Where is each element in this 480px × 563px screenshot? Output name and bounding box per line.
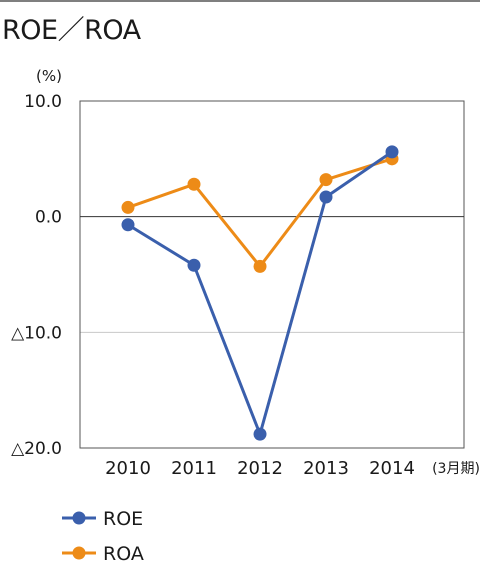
y-tick-labels: 10.0 0.0 △10.0 △20.0 bbox=[11, 92, 62, 459]
plot-frame bbox=[79, 100, 465, 449]
page-title: ROE／ROA bbox=[2, 15, 141, 46]
legend-marker bbox=[72, 511, 86, 525]
data-point-roe bbox=[253, 427, 267, 441]
series-roa bbox=[121, 152, 399, 273]
data-point-roe bbox=[187, 258, 201, 272]
legend-marker bbox=[72, 546, 86, 560]
y-tick-label: △10.0 bbox=[11, 323, 62, 343]
legend: ROE ROA bbox=[62, 508, 144, 563]
data-point-roa bbox=[187, 177, 201, 191]
data-point-roa bbox=[121, 200, 135, 214]
data-point-roe bbox=[121, 218, 135, 232]
data-point-roe bbox=[319, 190, 333, 204]
x-tick-label: 2011 bbox=[171, 458, 217, 479]
x-tick-label: 2013 bbox=[303, 458, 349, 479]
series-lines bbox=[121, 145, 399, 441]
y-tick-label: 10.0 bbox=[24, 92, 62, 112]
series-roe bbox=[121, 145, 399, 441]
x-axis-label: (3月期) bbox=[432, 461, 480, 477]
legend-label: ROA bbox=[103, 543, 144, 563]
legend-item-roa: ROA bbox=[62, 543, 144, 563]
legend-label: ROE bbox=[103, 508, 143, 530]
x-tick-label: 2014 bbox=[369, 458, 415, 479]
data-point-roa bbox=[253, 259, 267, 273]
x-tick-label: 2012 bbox=[237, 458, 283, 479]
y-tick-label: 0.0 bbox=[35, 208, 62, 228]
data-point-roa bbox=[319, 173, 333, 187]
x-tick-label: 2010 bbox=[105, 458, 151, 479]
y-tick-label: △20.0 bbox=[11, 439, 62, 459]
grid-lines bbox=[79, 100, 465, 449]
legend-item-roe: ROE bbox=[62, 508, 143, 530]
y-unit-label: (%) bbox=[36, 67, 62, 85]
x-tick-labels: 2010 2011 2012 2013 2014 bbox=[105, 458, 415, 479]
data-point-roe bbox=[385, 145, 399, 159]
top-rule bbox=[0, 0, 480, 2]
